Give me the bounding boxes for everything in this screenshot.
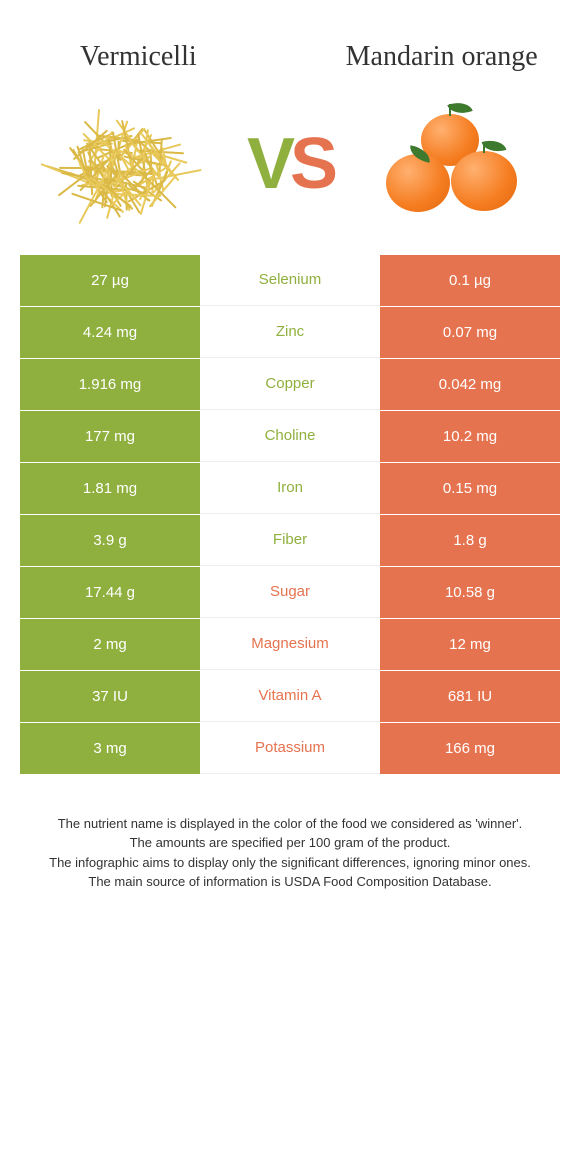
right-value-cell: 0.042 mg	[380, 359, 560, 410]
left-value-cell: 17.44 g	[20, 567, 200, 618]
right-value-cell: 10.2 mg	[380, 411, 560, 462]
right-food-title: Mandarin orange	[333, 40, 550, 74]
nutrient-name-cell: Zinc	[200, 307, 380, 358]
table-row: 1.81 mgIron0.15 mg	[20, 462, 560, 514]
vermicelli-image	[49, 104, 199, 224]
right-value-cell: 0.07 mg	[380, 307, 560, 358]
nutrient-name-cell: Magnesium	[200, 619, 380, 670]
table-row: 3 mgPotassium166 mg	[20, 722, 560, 774]
vs-v-letter: V	[247, 124, 290, 204]
left-food-title: Vermicelli	[30, 40, 247, 74]
right-value-cell: 1.8 g	[380, 515, 560, 566]
mandarin-image	[381, 104, 531, 224]
vs-label: VS	[247, 123, 333, 205]
table-row: 27 µgSelenium0.1 µg	[20, 254, 560, 306]
table-row: 37 IUVitamin A681 IU	[20, 670, 560, 722]
left-value-cell: 37 IU	[20, 671, 200, 722]
vs-s-letter: S	[290, 124, 333, 204]
footer-line: The main source of information is USDA F…	[30, 872, 550, 892]
comparison-table: 27 µgSelenium0.1 µg4.24 mgZinc0.07 mg1.9…	[0, 254, 580, 774]
right-value-cell: 681 IU	[380, 671, 560, 722]
right-value-cell: 0.15 mg	[380, 463, 560, 514]
left-value-cell: 2 mg	[20, 619, 200, 670]
table-row: 1.916 mgCopper0.042 mg	[20, 358, 560, 410]
right-value-cell: 166 mg	[380, 723, 560, 774]
right-value-cell: 10.58 g	[380, 567, 560, 618]
right-value-cell: 12 mg	[380, 619, 560, 670]
left-value-cell: 1.916 mg	[20, 359, 200, 410]
nutrient-name-cell: Potassium	[200, 723, 380, 774]
table-row: 2 mgMagnesium12 mg	[20, 618, 560, 670]
table-row: 3.9 gFiber1.8 g	[20, 514, 560, 566]
left-value-cell: 177 mg	[20, 411, 200, 462]
nutrient-name-cell: Copper	[200, 359, 380, 410]
footer-line: The nutrient name is displayed in the co…	[30, 814, 550, 834]
footer-line: The infographic aims to display only the…	[30, 853, 550, 873]
left-value-cell: 3 mg	[20, 723, 200, 774]
nutrient-name-cell: Sugar	[200, 567, 380, 618]
header: Vermicelli Mandarin orange	[0, 0, 580, 94]
nutrient-name-cell: Fiber	[200, 515, 380, 566]
table-row: 4.24 mgZinc0.07 mg	[20, 306, 560, 358]
right-value-cell: 0.1 µg	[380, 255, 560, 306]
left-value-cell: 4.24 mg	[20, 307, 200, 358]
footer-notes: The nutrient name is displayed in the co…	[0, 774, 580, 912]
images-row: VS	[0, 94, 580, 254]
footer-line: The amounts are specified per 100 gram o…	[30, 833, 550, 853]
nutrient-name-cell: Vitamin A	[200, 671, 380, 722]
left-value-cell: 3.9 g	[20, 515, 200, 566]
left-value-cell: 27 µg	[20, 255, 200, 306]
nutrient-name-cell: Selenium	[200, 255, 380, 306]
nutrient-name-cell: Iron	[200, 463, 380, 514]
table-row: 17.44 gSugar10.58 g	[20, 566, 560, 618]
table-row: 177 mgCholine10.2 mg	[20, 410, 560, 462]
nutrient-name-cell: Choline	[200, 411, 380, 462]
left-value-cell: 1.81 mg	[20, 463, 200, 514]
